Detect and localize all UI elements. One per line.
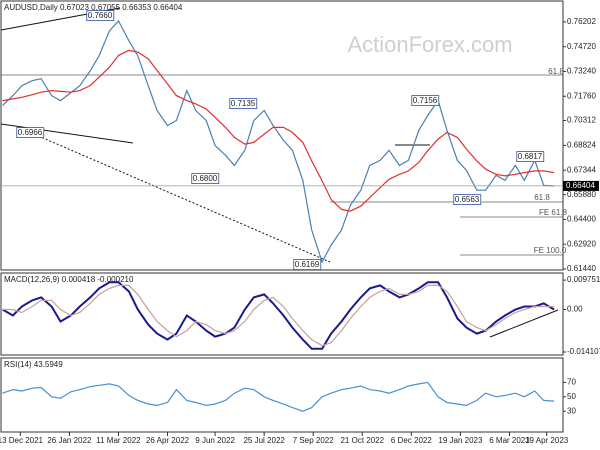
x-tick-label: 13 Dec 2021 <box>0 436 44 445</box>
annotation: 0.6169 <box>293 259 322 271</box>
x-tick-label: 9 Jun 2022 <box>195 436 235 445</box>
annotation-label: 0.7660 <box>88 11 113 20</box>
annotation-label: 0.7156 <box>413 96 438 105</box>
panel-frame <box>0 0 564 271</box>
last-price-label: 0.66404 <box>566 181 595 190</box>
y-tick-label: 0.009751 <box>567 275 600 284</box>
trendline <box>489 309 559 338</box>
annotation-box <box>229 98 258 110</box>
fib-label: 61.8 <box>548 67 564 76</box>
x-tick-label: 7 Sep 2022 <box>293 436 334 445</box>
x-tick-label: 25 Jul 2022 <box>243 436 285 445</box>
y-tick-label: 0.71760 <box>567 91 596 100</box>
series-line <box>2 19 555 264</box>
fib-label: 61.8 <box>534 193 550 202</box>
annotation-box <box>293 259 322 271</box>
y-tick-label: 0.00 <box>567 305 583 314</box>
x-tick-label: 26 Apr 2022 <box>146 436 190 445</box>
y-tick-label: 0.67344 <box>567 165 596 174</box>
series-line <box>2 281 555 350</box>
panel-title: RSI(14) 43.5949 <box>4 360 63 369</box>
y-tick-label: -0.014107 <box>567 347 600 356</box>
annotation-label: 0.7135 <box>231 99 256 108</box>
annotation-box <box>516 151 545 163</box>
annotation-label: 0.6169 <box>295 260 320 269</box>
annotation: 0.7135 <box>229 98 258 110</box>
y-tick-label: 0.68824 <box>567 141 596 150</box>
annotation-box <box>191 173 220 185</box>
annotation-label: 0.6800 <box>193 174 218 183</box>
y-tick-label: 0.74720 <box>567 42 596 51</box>
y-tick-label: 70 <box>567 378 576 387</box>
x-tick-label: 6 Dec 2022 <box>391 436 432 445</box>
x-tick-label: 6 Mar 2023 <box>489 436 530 445</box>
annotation-label: 0.6966 <box>18 128 43 137</box>
watermark: ActionForex.com <box>347 32 512 57</box>
panel-frame <box>0 357 564 433</box>
x-tick-label: 19 Apr 2023 <box>525 436 569 445</box>
y-tick-label: 0.73240 <box>567 67 596 76</box>
x-tick-label: 19 Jan 2023 <box>438 436 483 445</box>
annotation-box <box>453 194 482 206</box>
annotation-box <box>16 127 45 139</box>
y-tick-label: 50 <box>567 392 576 401</box>
panel-frame <box>0 272 564 356</box>
x-tick-label: 11 Mar 2022 <box>96 436 141 445</box>
panel-title: MACD(12,26,9) 0.000418 -0.000210 <box>4 275 134 284</box>
series-line <box>2 381 555 412</box>
annotation: 0.6800 <box>191 173 220 185</box>
x-tick-label: 21 Oct 2022 <box>340 436 384 445</box>
trendline <box>19 127 331 263</box>
series-line <box>2 284 555 347</box>
fib-lines <box>1 74 563 256</box>
annotation-box <box>86 10 115 22</box>
annotation: 0.7156 <box>411 95 440 107</box>
annotation: 0.6966 <box>16 127 45 139</box>
y-tick-label: 0.62920 <box>567 239 596 248</box>
annotation: 0.7660 <box>86 10 115 22</box>
annotation-label: 0.6563 <box>455 195 480 204</box>
last-price-box <box>563 180 599 191</box>
y-tick-label: 0.64400 <box>567 215 596 224</box>
trendlines <box>0 7 559 338</box>
y-tick-label: 30 <box>567 406 576 415</box>
series-line <box>2 49 555 212</box>
y-tick-label: 0.61440 <box>567 264 596 273</box>
y-tick-label: 0.76202 <box>567 17 596 26</box>
annotation: 0.6563 <box>453 194 482 206</box>
trendline <box>0 123 134 144</box>
x-tick-label: 26 Jan 2022 <box>47 436 92 445</box>
annotation-label: 0.6817 <box>518 152 543 161</box>
fib-label: FE 100.0 <box>534 246 567 255</box>
annotation: 0.6817 <box>516 151 545 163</box>
annotation-box <box>411 95 440 107</box>
y-tick-label: 0.65880 <box>567 190 596 199</box>
fib-label: FE 61.8 <box>539 208 568 217</box>
panel-title: AUDUSD,Daily 0.67023 0.67055 0.66353 0.6… <box>4 3 183 12</box>
y-tick-label: 0.70312 <box>567 116 596 125</box>
